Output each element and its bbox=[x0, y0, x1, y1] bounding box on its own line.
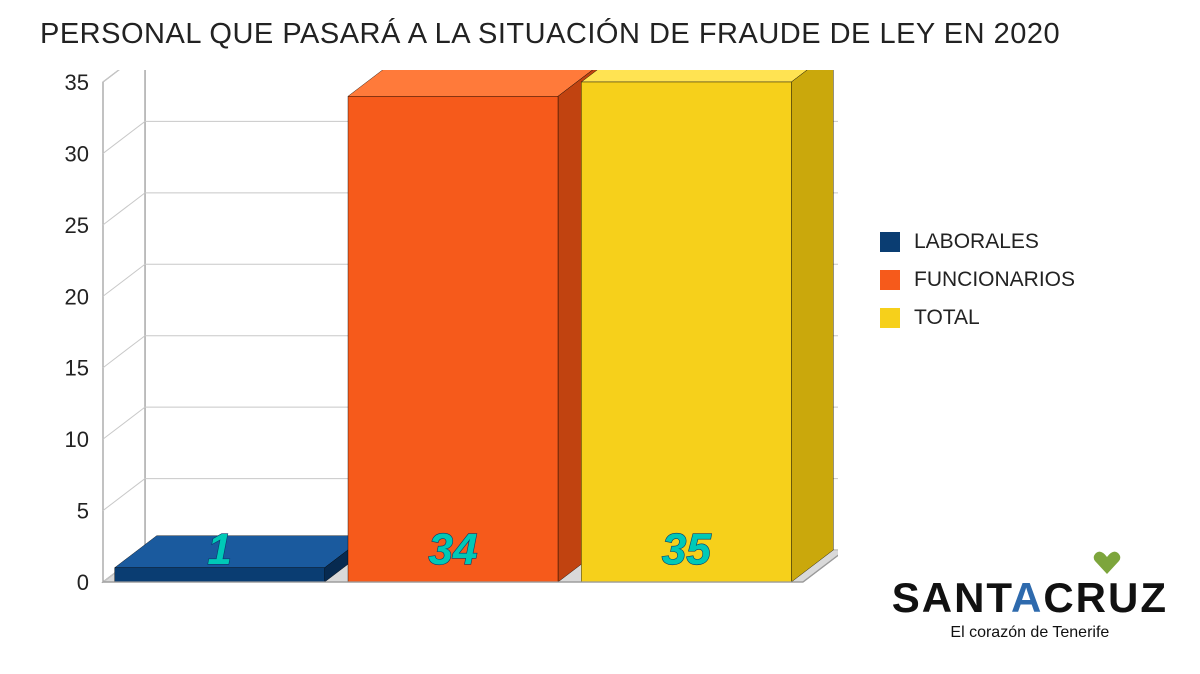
legend-item: TOTAL bbox=[880, 306, 1075, 330]
svg-text:35: 35 bbox=[65, 70, 89, 95]
svg-text:5: 5 bbox=[77, 499, 89, 524]
bar-chart-3d: 0 5 10 15 20 25 30 35 1 34 35 bbox=[18, 70, 838, 650]
legend-item: LABORALES bbox=[880, 230, 1075, 254]
svg-text:20: 20 bbox=[65, 284, 89, 309]
brand-logo-subtitle: El corazón de Tenerife bbox=[892, 624, 1168, 642]
legend-label: FUNCIONARIOS bbox=[914, 268, 1075, 292]
legend-label: TOTAL bbox=[914, 306, 980, 330]
svg-text:25: 25 bbox=[65, 213, 89, 238]
svg-text:10: 10 bbox=[65, 427, 89, 452]
brand-logo-text: SANTACRUZ bbox=[892, 574, 1168, 622]
chart-title: PERSONAL QUE PASARÁ A LA SITUACIÓN DE FR… bbox=[40, 18, 1060, 51]
legend: LABORALES FUNCIONARIOS TOTAL bbox=[880, 230, 1075, 344]
brand-logo: SANTACRUZ El corazón de Tenerife bbox=[892, 574, 1168, 642]
svg-text:0: 0 bbox=[77, 570, 89, 595]
legend-swatch bbox=[880, 270, 900, 290]
svg-text:30: 30 bbox=[65, 141, 89, 166]
legend-item: FUNCIONARIOS bbox=[880, 268, 1075, 292]
svg-text:1: 1 bbox=[207, 525, 231, 574]
legend-swatch bbox=[880, 308, 900, 328]
svg-text:34: 34 bbox=[429, 525, 478, 574]
heart-icon bbox=[1092, 550, 1122, 583]
legend-label: LABORALES bbox=[914, 230, 1039, 254]
legend-swatch bbox=[880, 232, 900, 252]
svg-text:35: 35 bbox=[662, 525, 711, 574]
svg-text:15: 15 bbox=[65, 356, 89, 381]
